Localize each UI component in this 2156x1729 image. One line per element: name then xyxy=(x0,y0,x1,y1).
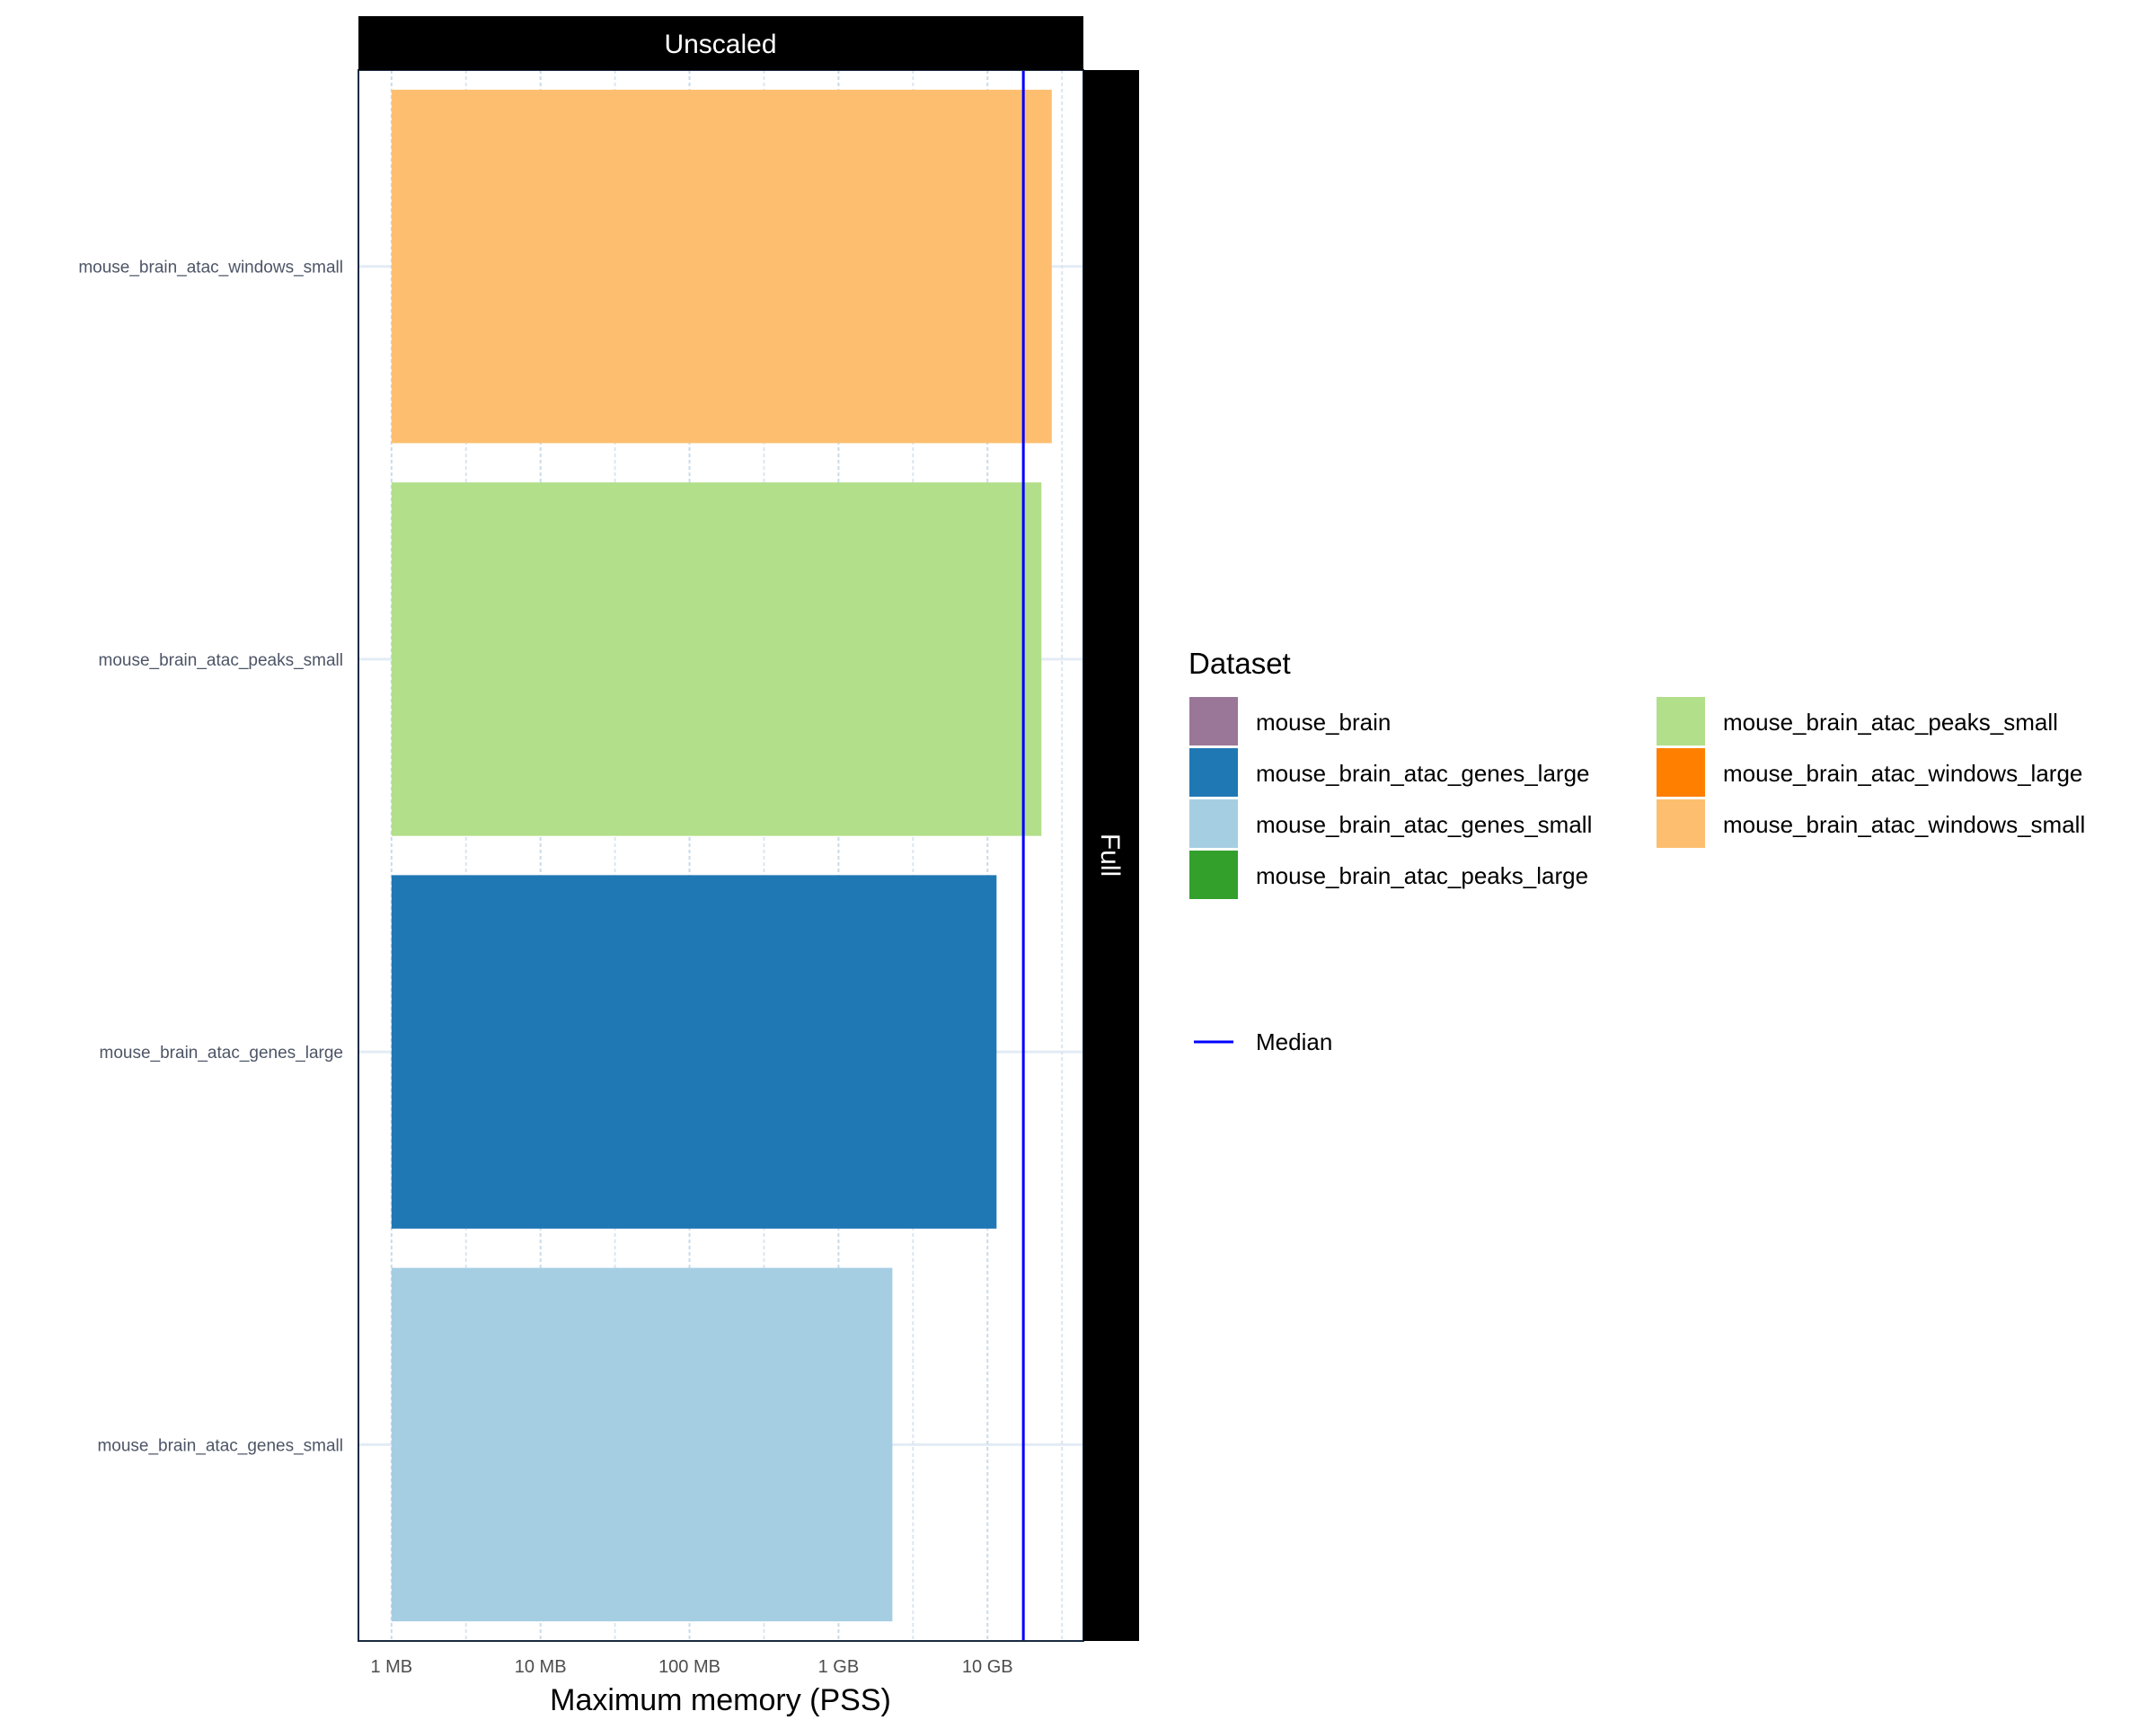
bar-mouse_brain_atac_genes_large xyxy=(391,875,997,1229)
legend-item: mouse_brain xyxy=(1189,697,1391,745)
legend-item-median: Median xyxy=(1194,1028,1332,1055)
x-axis-labels: 1 MB 10 MB 100 MB 1 GB 10 GB xyxy=(370,1657,1012,1677)
legend-swatch xyxy=(1189,748,1238,797)
legend-label: mouse_brain_atac_genes_small xyxy=(1256,811,1592,838)
legend-label: mouse_brain_atac_peaks_small xyxy=(1723,709,2058,736)
legend-title: Dataset xyxy=(1188,647,1291,680)
legend-label: mouse_brain_atac_windows_large xyxy=(1723,760,2082,787)
facet-label-right: Full xyxy=(1095,834,1125,877)
legend: Dataset mouse_brain mouse_brain_atac_gene… xyxy=(1188,647,2085,1055)
x-tick-label: 1 MB xyxy=(370,1657,412,1677)
legend-swatch xyxy=(1657,748,1705,797)
facet-strip-top xyxy=(358,16,1083,70)
bar-mouse_brain_atac_peaks_small xyxy=(391,482,1042,836)
bar-mouse_brain_atac_genes_small xyxy=(391,1267,893,1622)
x-axis-title: Maximum memory (PSS) xyxy=(550,1683,891,1717)
x-tick-label: 1 GB xyxy=(818,1657,860,1677)
legend-median-label: Median xyxy=(1256,1028,1332,1055)
legend-item: mouse_brain_atac_windows_small xyxy=(1657,799,2085,848)
bars xyxy=(391,89,1052,1622)
y-axis-labels: mouse_brain_atac_windows_small mouse_brai… xyxy=(78,259,343,1456)
legend-item: mouse_brain_atac_peaks_small xyxy=(1657,697,2058,745)
y-tick-label: mouse_brain_atac_windows_small xyxy=(78,259,343,278)
legend-swatch xyxy=(1189,851,1238,899)
legend-item: mouse_brain_atac_windows_large xyxy=(1657,748,2082,797)
facet-strip-right xyxy=(1083,70,1139,1641)
legend-label: mouse_brain xyxy=(1256,709,1391,736)
legend-item: mouse_brain_atac_genes_small xyxy=(1189,799,1592,848)
legend-label: mouse_brain_atac_genes_large xyxy=(1256,760,1590,787)
legend-swatch xyxy=(1189,697,1238,745)
x-tick-label: 10 GB xyxy=(962,1657,1013,1677)
y-tick-label: mouse_brain_atac_peaks_small xyxy=(99,651,344,670)
legend-item: mouse_brain_atac_peaks_large xyxy=(1189,851,1588,899)
y-tick-label: mouse_brain_atac_genes_small xyxy=(97,1436,343,1455)
legend-swatch xyxy=(1189,799,1238,848)
legend-swatch xyxy=(1657,799,1705,848)
legend-label: mouse_brain_atac_windows_small xyxy=(1723,811,2085,838)
legend-swatch xyxy=(1657,697,1705,745)
x-tick-label: 100 MB xyxy=(658,1657,720,1677)
y-tick-label: mouse_brain_atac_genes_large xyxy=(100,1044,343,1063)
x-tick-label: 10 MB xyxy=(515,1657,567,1677)
bar-mouse_brain_atac_windows_small xyxy=(391,89,1052,444)
facet-label-top: Unscaled xyxy=(664,30,776,59)
legend-item: mouse_brain_atac_genes_large xyxy=(1189,748,1590,797)
legend-label: mouse_brain_atac_peaks_large xyxy=(1256,862,1588,889)
